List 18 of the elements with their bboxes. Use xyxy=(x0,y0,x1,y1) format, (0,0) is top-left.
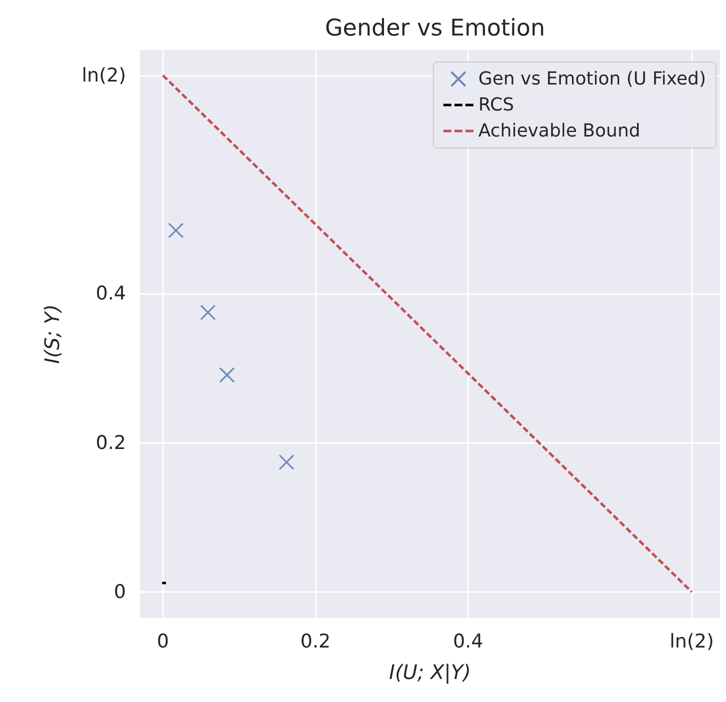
legend-label: Achievable Bound xyxy=(478,120,640,142)
y-tick-label: ln(2) xyxy=(82,64,126,86)
x-axis-title: I(U; X|Y) xyxy=(389,660,471,684)
point xyxy=(278,454,294,470)
point xyxy=(200,304,216,320)
y-axis-title: I(S; Y) xyxy=(40,304,64,364)
x-tick-label: ln(2) xyxy=(670,630,714,652)
point xyxy=(168,222,184,238)
legend-label: RCS xyxy=(478,94,514,116)
point xyxy=(219,367,235,383)
x-tick-label: 0.2 xyxy=(300,630,331,652)
chart-title: Gender vs Emotion xyxy=(324,16,546,42)
y-tick-label: 0.4 xyxy=(96,282,126,305)
x-tick-label: 0 xyxy=(156,630,169,652)
x-tick-label: 0.4 xyxy=(453,630,484,652)
y-tick-label: 0.2 xyxy=(96,432,126,454)
legend-label: Gen vs Emotion (U Fixed) xyxy=(478,68,706,90)
y-tick-label: 0 xyxy=(114,580,126,603)
